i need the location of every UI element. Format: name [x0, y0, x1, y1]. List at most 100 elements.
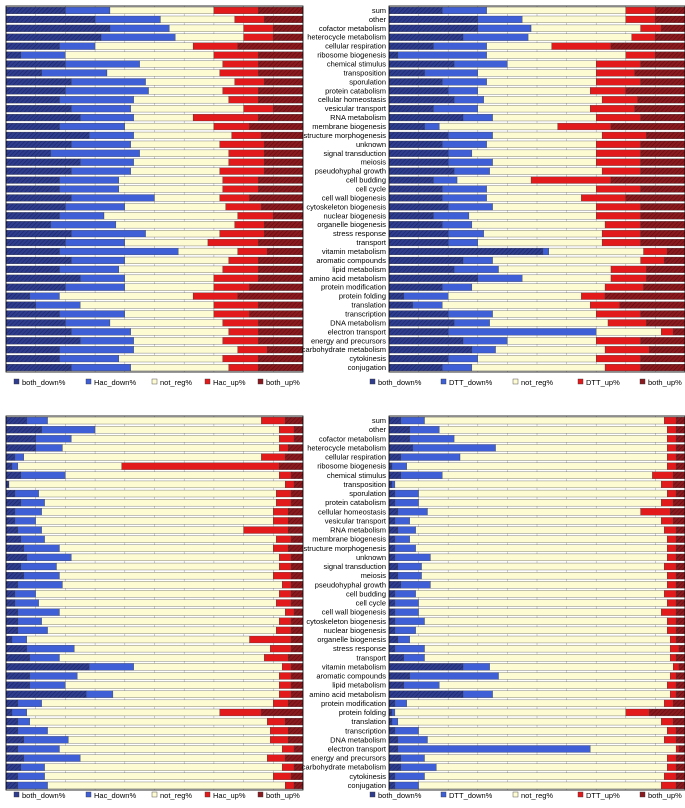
- bar-segment-both-down: [388, 363, 443, 372]
- category-label: organelle biogenesis: [317, 220, 386, 229]
- bar-segment-not-reg: [41, 617, 280, 625]
- bar-segment-DTT-up: [601, 239, 641, 247]
- bar-segment-both-up: [670, 508, 685, 516]
- bar-segment-not-reg: [492, 256, 641, 264]
- bar-segment-DTT-down: [391, 462, 407, 470]
- bar-segment-not-reg: [41, 699, 274, 707]
- bar-segment-DTT-down: [394, 699, 407, 707]
- bar-segment-both-up: [261, 708, 304, 717]
- bar-segment-both-down: [388, 736, 399, 744]
- bar-segment-both-down: [388, 33, 464, 41]
- legend-swatch: [151, 378, 158, 385]
- legend-swatch: [204, 378, 211, 385]
- bar-segment-Hac-up: [243, 24, 274, 32]
- bar-segment-Hac-down: [29, 292, 60, 300]
- bar-segment-Hac-down: [89, 663, 134, 671]
- bar-segment-both-down: [5, 416, 27, 425]
- bar-segment-both-down: [388, 42, 434, 50]
- bar-segment-Hac-up: [273, 508, 289, 516]
- bar-segment-Hac-down: [80, 114, 134, 122]
- bar-segment-not-reg: [133, 337, 223, 345]
- bar-segment-both-up: [273, 212, 304, 220]
- bar-segment-Hac-up: [228, 256, 259, 264]
- bar-segment-not-reg: [453, 435, 668, 443]
- bar-segment-not-reg: [522, 274, 612, 282]
- category-label: protein modification: [321, 699, 386, 708]
- bar-segment-both-down: [388, 292, 404, 300]
- bar-segment-both-down: [5, 562, 22, 571]
- legend-label: not_reg%: [521, 791, 553, 800]
- bar-segment-both-down: [5, 256, 72, 264]
- legend-label: not_reg%: [160, 378, 192, 387]
- bar-segment-both-down: [5, 754, 24, 762]
- bar-segment-Hac-down: [26, 553, 72, 562]
- bar-segment-not-reg: [471, 221, 606, 229]
- bar-segment-Hac-up: [249, 635, 292, 644]
- bar-segment-DTT-down: [397, 562, 422, 571]
- bar-segment-Hac-down: [50, 221, 117, 229]
- bar-segment-both-down: [388, 599, 396, 607]
- bar-segment-Hac-down: [71, 140, 131, 148]
- legend-label: both_down%: [22, 791, 66, 800]
- category-label: cell cycle: [356, 184, 386, 193]
- bar-segment-both-down: [388, 654, 404, 662]
- bar-segment-Hac-down: [59, 355, 120, 363]
- bar-segment-Hac-up: [228, 363, 259, 372]
- bar-segment-not-reg: [145, 78, 235, 86]
- bar-segment-DTT-down: [397, 526, 416, 534]
- bar-segment-both-up: [675, 590, 685, 598]
- bar-segment-Hac-up: [234, 221, 265, 229]
- bar-segment-both-down: [388, 754, 401, 762]
- bar-segment-DTT-down: [403, 654, 425, 662]
- category-label: other: [369, 15, 387, 24]
- bar-segment-Hac-down: [59, 346, 134, 354]
- bar-segment-both-up: [264, 221, 304, 229]
- bar-segment-both-up: [264, 15, 304, 23]
- bar-segment-not-reg: [44, 763, 283, 771]
- bar-segment-Hac-down: [65, 319, 111, 327]
- bar-segment-DTT-down: [400, 471, 443, 479]
- bar-segment-both-up: [673, 699, 685, 707]
- bar-segment-both-up: [673, 480, 685, 489]
- bar-segment-DTT-down: [394, 608, 419, 616]
- bar-segment-DTT-down: [433, 176, 458, 184]
- bar-segment-not-reg: [489, 167, 603, 175]
- bar-segment-both-up: [258, 363, 304, 372]
- bar-segment-DTT-up: [661, 608, 677, 616]
- bar-segment-DTT-down: [397, 736, 428, 744]
- bar-segment-both-up: [675, 535, 685, 543]
- bar-segment-both-down: [5, 15, 96, 23]
- bar-segment-not-reg: [8, 480, 286, 489]
- bar-segment-DTT-down: [394, 626, 416, 634]
- bar-segment-not-reg: [424, 772, 665, 780]
- bar-segment-not-reg: [44, 772, 274, 780]
- bar-segment-not-reg: [468, 212, 597, 220]
- bar-segment-both-up: [675, 626, 685, 634]
- bar-segment-DTT-down: [462, 337, 508, 345]
- bar-segment-Hac-up: [121, 462, 280, 470]
- bar-segment-DTT-down: [448, 131, 493, 139]
- bar-segment-DTT-up: [667, 754, 677, 762]
- bar-segment-Hac-up: [261, 416, 286, 425]
- bar-segment-both-up: [287, 544, 304, 552]
- category-label: cofactor metabolism: [319, 24, 386, 33]
- bar-segment-DTT-down: [397, 635, 410, 644]
- bar-segment-both-down: [388, 131, 449, 139]
- bar-segment-both-up: [673, 499, 685, 507]
- bar-segment-both-down: [5, 654, 30, 662]
- bar-segment-both-up: [675, 462, 685, 470]
- bar-segment-DTT-up: [557, 122, 612, 131]
- bar-segment-not-reg: [492, 131, 603, 139]
- legend-swatch: [85, 791, 92, 798]
- bar-segment-both-down: [5, 149, 51, 157]
- bar-segment-not-reg: [486, 140, 597, 148]
- bar-segment-not-reg: [44, 535, 277, 543]
- legend-swatch: [577, 378, 584, 385]
- bar-segment-Hac-down: [59, 247, 179, 256]
- bar-segment-both-up: [285, 453, 304, 461]
- bar-segment-DTT-down: [397, 745, 591, 753]
- bar-segment-Hac-down: [17, 581, 63, 589]
- bar-segment-Hac-up: [222, 185, 259, 193]
- bar-segment-both-down: [388, 185, 443, 193]
